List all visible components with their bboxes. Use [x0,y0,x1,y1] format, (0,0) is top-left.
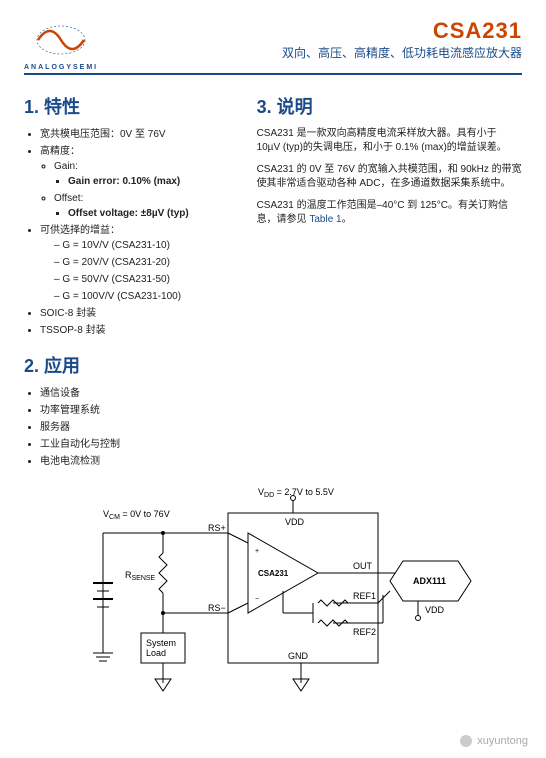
applications-list: 通信设备 功率管理系统 服务器 工业自动化与控制 电池电流检测 [24,386,233,469]
apps-heading: 2. 应用 [24,352,233,378]
feature-item: TSSOP-8 封装 [40,323,233,338]
desc-heading: 3. 说明 [257,93,522,119]
header: ANALOGYSEMI CSA231 双向、高压、高精度、低功耗电流感应放大器 [24,18,522,75]
feature-sub2: Offset voltage: ±8µV (typ) [68,206,233,221]
svg-text:CSA231: CSA231 [258,569,289,578]
description-text: CSA231 是一款双向高精度电流采样放大器。具有小于 10µV (typ)的失… [257,127,522,227]
svg-text:GND: GND [288,651,309,661]
gain-option: G = 20V/V (CSA231-20) [54,255,233,270]
gain-option: G = 100V/V (CSA231-100) [54,289,233,304]
watermark: xuyuntong [459,734,528,748]
gain-option: G = 50V/V (CSA231-50) [54,272,233,287]
feature-sub: Gain: Gain error: 0.10% (max) [54,159,233,189]
feature-sub2: Gain error: 0.10% (max) [68,174,233,189]
app-item: 服务器 [40,420,233,435]
app-item: 电池电流检测 [40,454,233,469]
feature-item: 宽共模电压范围：0V 至 76V [40,127,233,142]
feature-item: 可供选择的增益： G = 10V/V (CSA231-10) G = 20V/V… [40,223,233,304]
part-number: CSA231 [282,18,522,44]
desc-para: CSA231 是一款双向高精度电流采样放大器。具有小于 10µV (typ)的失… [257,127,522,155]
brand-logo: ANALOGYSEMI [24,18,98,71]
svg-text:VDD: VDD [285,517,305,527]
feature-item: SOIC-8 封装 [40,306,233,321]
app-item: 通信设备 [40,386,233,401]
features-heading: 1. 特性 [24,93,233,119]
svg-text:VDD: VDD [425,605,445,615]
desc-para: CSA231 的 0V 至 76V 的宽输入共模范围，和 90kHz 的带宽使其… [257,163,522,191]
brand-text: ANALOGYSEMI [24,64,98,71]
desc-para: CSA231 的温度工作范围是–40°C 到 125°C。有关订购信息，请参见 … [257,199,522,227]
subtitle: 双向、高压、高精度、低功耗电流感应放大器 [282,44,522,61]
app-item: 工业自动化与控制 [40,437,233,452]
svg-text:REF2: REF2 [353,627,376,637]
features-list: 宽共模电压范围：0V 至 76V 高精度： Gain: Gain error: … [24,127,233,338]
svg-text:−: − [255,596,259,603]
svg-text:REF1: REF1 [353,591,376,601]
svg-text:+: + [255,548,259,555]
table-link[interactable]: Table 1 [309,214,341,225]
block-diagram: VDD = 2.7V to 5.5V VCM = 0V to 76V RSENS… [24,483,522,703]
svg-text:OUT: OUT [353,561,373,571]
gain-option: G = 10V/V (CSA231-10) [54,238,233,253]
wechat-icon [459,734,473,748]
svg-text:VCM = 0V to 76V: VCM = 0V to 76V [103,509,170,521]
svg-text:RSENSE: RSENSE [125,570,156,582]
svg-text:VDD = 2.7V to 5.5V: VDD = 2.7V to 5.5V [258,487,334,499]
svg-text:RS−: RS− [208,603,226,613]
svg-text:ADX111: ADX111 [413,576,446,586]
svg-text:RS+: RS+ [208,523,226,533]
app-item: 功率管理系统 [40,403,233,418]
feature-sub: Offset: Offset voltage: ±8µV (typ) [54,191,233,221]
feature-item: 高精度： Gain: Gain error: 0.10% (max) Offse… [40,144,233,221]
